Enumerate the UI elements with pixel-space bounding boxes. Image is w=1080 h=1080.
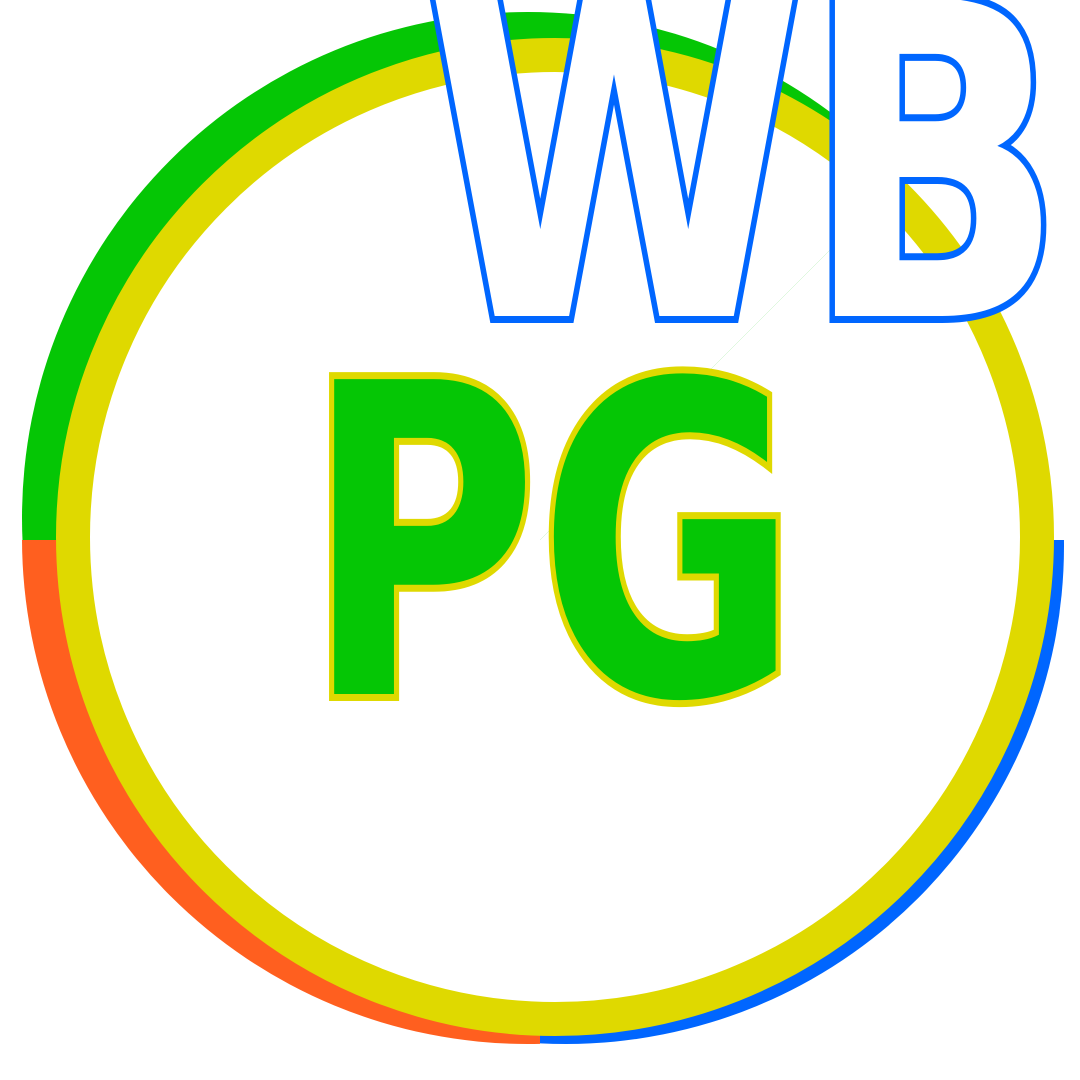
orange-ring-segment (22, 540, 540, 1044)
logo-pg-text: PG (305, 293, 799, 796)
yellow-ring (56, 38, 1054, 1036)
logo-wb-text: WB (425, 0, 1065, 419)
blue-ring-segment (540, 540, 1064, 1044)
